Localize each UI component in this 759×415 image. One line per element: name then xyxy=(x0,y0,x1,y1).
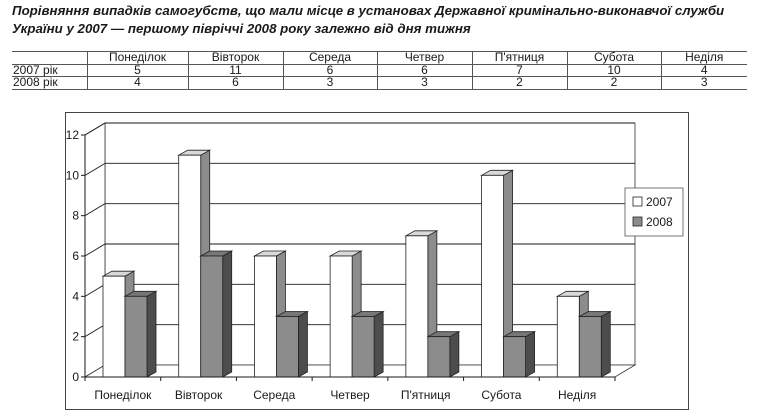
bar-front xyxy=(351,316,375,378)
y-tick-label: 0 xyxy=(72,370,79,384)
table-cell: 7 xyxy=(471,64,567,77)
bars xyxy=(101,149,612,378)
bar-side xyxy=(525,330,535,378)
legend-box xyxy=(624,187,684,237)
bar-front xyxy=(329,255,353,378)
x-tick-label: П'ятниця xyxy=(401,388,451,402)
chart-frame xyxy=(65,112,689,410)
bar-2008 xyxy=(577,310,612,378)
bar-side xyxy=(449,330,460,378)
bar-front xyxy=(578,316,602,378)
table-row-label: 2008 рік xyxy=(13,75,58,90)
table-header-cell: Четвер xyxy=(376,51,472,64)
table-header-row: Понеділок Вівторок Середа Четвер П'ятниц… xyxy=(12,51,747,64)
y-tick-label: 8 xyxy=(72,209,79,223)
y-tick-label: 6 xyxy=(72,249,79,263)
table-header-cell: Середа xyxy=(282,51,377,64)
y-tick-label: 12 xyxy=(66,128,80,142)
bar-2008 xyxy=(350,310,385,378)
table-row-label: 2007 рік xyxy=(13,62,58,77)
table-cell: 11 xyxy=(187,64,283,77)
bar-2008 xyxy=(502,330,537,378)
x-tick-label: Субота xyxy=(481,388,521,402)
table-cell: 5 xyxy=(86,64,188,77)
x-tick-label: Середа xyxy=(253,388,295,402)
x-axis: Понеділок Вівторок Середа Четвер П'ятниця Суб… xyxy=(84,376,616,402)
gridline-side xyxy=(84,122,106,136)
bar-2008 xyxy=(123,290,158,378)
table-header-cell: Вівторок xyxy=(187,51,283,64)
data-table: Понеділок Вівторок Середа Четвер П'ятниц… xyxy=(12,51,747,90)
table-cell: 2 xyxy=(566,76,661,89)
legend-label: 2008 xyxy=(646,215,673,229)
x-tick-label: Четвер xyxy=(330,388,370,402)
table-cell: 4 xyxy=(86,76,188,89)
bar-side xyxy=(146,290,157,378)
table-cell: 6 xyxy=(187,76,283,89)
x-tick-label: Неділя xyxy=(558,388,596,402)
bar-side xyxy=(600,310,611,378)
bar-side xyxy=(373,310,384,378)
bar-front xyxy=(503,336,526,378)
gridline-side xyxy=(84,243,106,257)
bar-front xyxy=(556,295,580,378)
gridline-side xyxy=(84,162,106,176)
bar-2008 xyxy=(426,330,461,378)
table-header-cell: Понеділок xyxy=(86,51,188,64)
table-cell: 6 xyxy=(376,64,472,77)
x-tick-label: Понеділок xyxy=(94,388,152,402)
y-axis: 0 2 4 6 8 10 12 xyxy=(66,128,86,384)
table-header-cell: П'ятниця xyxy=(471,51,567,64)
legend-swatch xyxy=(632,216,643,227)
y-tick-label: 2 xyxy=(72,330,79,344)
table-header-cell: Субота xyxy=(566,51,661,64)
table-cell: 2 xyxy=(471,76,567,89)
bar-front xyxy=(254,255,277,378)
legend-swatch xyxy=(632,196,643,207)
legend: 2007 2008 xyxy=(624,187,684,237)
bar-2008 xyxy=(274,310,309,378)
bar-front xyxy=(405,235,429,378)
bar-front xyxy=(276,316,299,378)
chart-title: Порівняння випадків самогубств, що мали … xyxy=(12,3,725,36)
bar-front xyxy=(102,275,126,378)
table-cell: 3 xyxy=(376,76,472,89)
bar-side xyxy=(222,250,233,378)
table-cell: 4 xyxy=(660,64,747,77)
bar-front xyxy=(427,336,451,378)
y-tick-label: 10 xyxy=(66,168,80,182)
table-row: 2007 рік 5 11 6 6 7 10 4 xyxy=(12,64,747,77)
bar-side xyxy=(298,310,308,378)
gridline-side xyxy=(84,324,106,338)
table-cell: 6 xyxy=(282,64,377,77)
y-tick-label: 4 xyxy=(72,289,79,303)
bar-front xyxy=(124,295,148,378)
table-cell: 3 xyxy=(660,76,747,89)
gridline-side xyxy=(84,283,106,297)
table-cell: 10 xyxy=(566,64,661,77)
x-tick-label: Вівторок xyxy=(175,388,223,402)
legend-label: 2007 xyxy=(646,195,673,209)
gridline-side xyxy=(84,203,106,217)
bar-front xyxy=(178,154,202,378)
bar-front xyxy=(200,255,224,378)
bar-front xyxy=(481,174,504,378)
table-cell: 3 xyxy=(282,76,377,89)
table-header-cell: Неділя xyxy=(660,51,747,64)
table-row: 2008 рік 4 6 3 3 2 2 3 xyxy=(12,75,747,90)
bar-2008 xyxy=(199,250,234,378)
